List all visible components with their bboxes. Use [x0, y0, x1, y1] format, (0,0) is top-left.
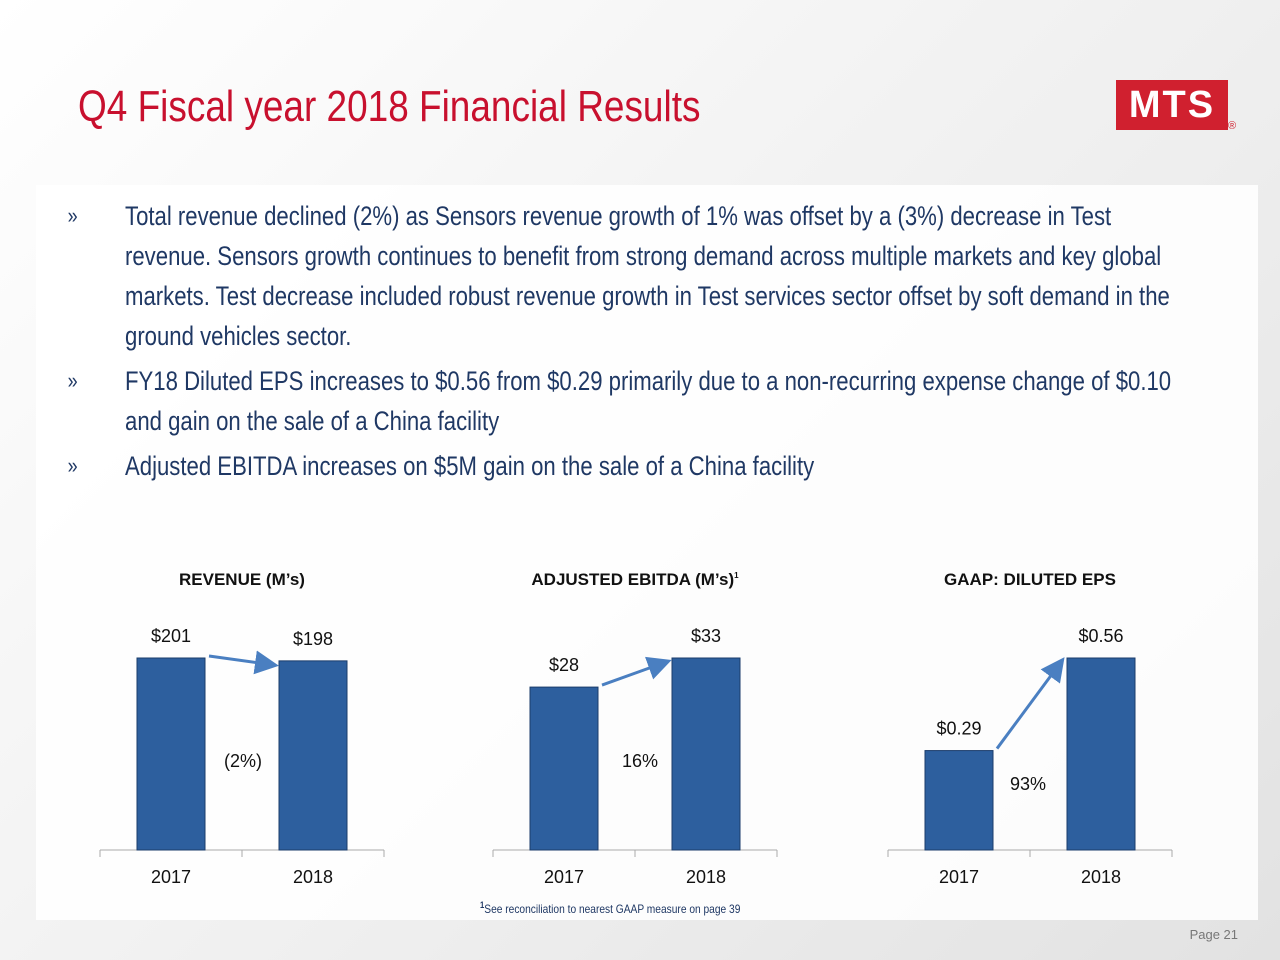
- chart-title: ADJUSTED EBITDA (M’s)1: [531, 570, 739, 589]
- change-arrow: [208, 650, 279, 675]
- x-tick-label: 2018: [293, 867, 333, 887]
- change-arrow: [601, 656, 672, 687]
- change-annotation: (2%): [224, 751, 262, 771]
- chart-title: GAAP: DILUTED EPS: [944, 570, 1116, 589]
- bar: [529, 686, 599, 851]
- x-tick-label: 2018: [1081, 867, 1121, 887]
- slide-title: Q4 Fiscal year 2018 Financial Results: [78, 82, 701, 131]
- value-label: $33: [691, 626, 721, 646]
- value-label: $198: [293, 629, 333, 649]
- bar: [136, 657, 206, 851]
- bullet: Adjusted EBITDA increases on $5M gain on…: [68, 446, 1180, 486]
- footnote: 1See reconciliation to nearest GAAP meas…: [480, 900, 740, 916]
- bar: [671, 657, 741, 851]
- chart-title-mark: 1: [734, 571, 739, 580]
- change-arrow: [995, 657, 1065, 750]
- footnote-mark: 1: [480, 900, 485, 910]
- x-tick-label: 2017: [939, 867, 979, 887]
- chart-title-text: GAAP: DILUTED EPS: [944, 570, 1116, 589]
- page-number: Page 21: [1189, 927, 1238, 942]
- bar: [924, 750, 994, 851]
- bullet: Total revenue declined (2%) as Sensors r…: [68, 196, 1180, 356]
- change-annotation: 93%: [1010, 774, 1046, 794]
- bullet: FY18 Diluted EPS increases to $0.56 from…: [68, 361, 1180, 441]
- value-label: $201: [151, 626, 191, 646]
- logo: MTS: [1116, 80, 1228, 130]
- logo-mark: ®: [1228, 120, 1237, 132]
- x-tick-label: 2017: [544, 867, 584, 887]
- chart-title-text: ADJUSTED EBITDA (M’s): [531, 570, 734, 589]
- bar: [278, 660, 348, 851]
- value-label: $0.29: [936, 719, 981, 739]
- chart-title-text: REVENUE (M’s): [179, 570, 305, 589]
- value-label: $28: [549, 655, 579, 675]
- bullet-list: Total revenue declined (2%) as Sensors r…: [68, 196, 1180, 491]
- value-label: $0.56: [1078, 626, 1123, 646]
- bar: [1066, 657, 1136, 851]
- x-tick-label: 2018: [686, 867, 726, 887]
- footnote-text: See reconciliation to nearest GAAP measu…: [484, 902, 741, 916]
- x-tick-label: 2017: [151, 867, 191, 887]
- change-annotation: 16%: [622, 751, 658, 771]
- chart-title: REVENUE (M’s): [179, 570, 305, 589]
